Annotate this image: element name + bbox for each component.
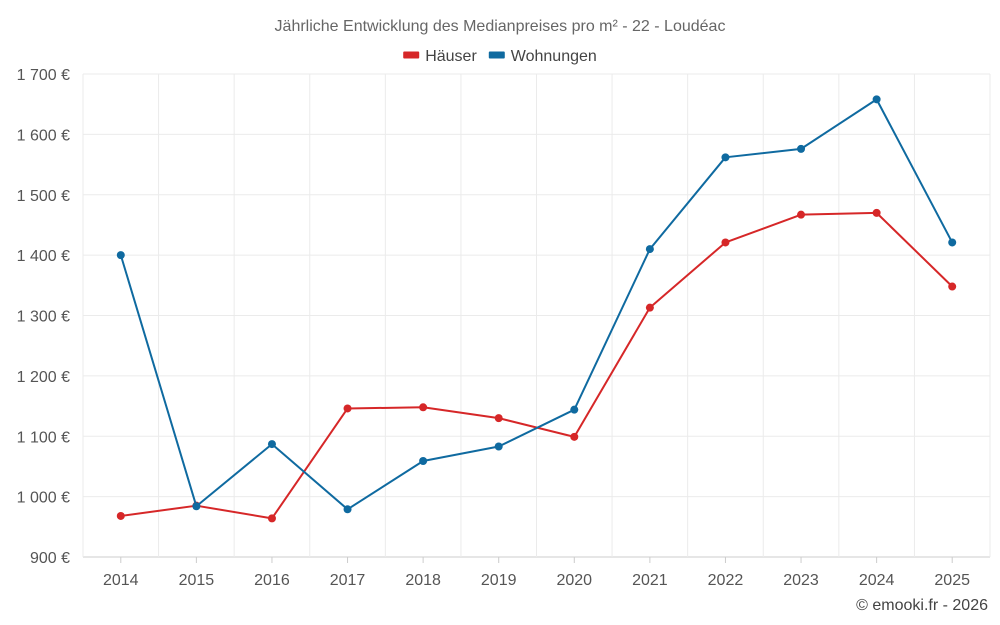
- data-point-haeuser[interactable]: [721, 238, 730, 247]
- legend-swatch[interactable]: [403, 51, 420, 59]
- data-point-haeuser[interactable]: [948, 282, 957, 291]
- data-point-haeuser[interactable]: [116, 511, 125, 520]
- y-tick-label: 1 500 €: [17, 188, 70, 205]
- y-tick-label: 900 €: [30, 550, 70, 567]
- x-tick-label: 2015: [179, 572, 215, 589]
- y-axis: 900 € 1 000 € 1 100 € 1 200 € 1 300 € 1 400 €…: [17, 67, 70, 567]
- data-point-wohnungen[interactable]: [267, 440, 276, 449]
- grid: [82, 73, 991, 558]
- x-axis: 2014 2015 2016 2017 2018 2019 2020 2021 2022 2023…: [103, 557, 970, 589]
- x-tick-label: 2024: [859, 572, 895, 589]
- data-point-haeuser[interactable]: [267, 514, 276, 523]
- data-point-haeuser[interactable]: [494, 414, 503, 423]
- legend-label: Wohnungen: [511, 48, 597, 65]
- x-tick-label: 2021: [632, 572, 668, 589]
- data-point-wohnungen[interactable]: [645, 245, 654, 254]
- x-tick-label: 2020: [556, 572, 592, 589]
- data-point-haeuser[interactable]: [419, 403, 428, 412]
- data-point-wohnungen[interactable]: [419, 457, 428, 466]
- data-point-wohnungen[interactable]: [948, 238, 957, 247]
- data-point-haeuser[interactable]: [797, 210, 806, 219]
- data-point-wohnungen[interactable]: [872, 95, 881, 104]
- data-point-wohnungen[interactable]: [494, 442, 503, 451]
- legend: Häuser Wohnungen: [403, 48, 597, 65]
- legend-swatch[interactable]: [488, 51, 505, 59]
- data-point-wohnungen[interactable]: [116, 251, 125, 260]
- series-wohnungen: [116, 95, 957, 514]
- x-tick-label: 2017: [330, 572, 366, 589]
- x-tick-label: 2018: [405, 572, 441, 589]
- y-tick-label: 1 100 €: [17, 429, 70, 446]
- data-point-haeuser[interactable]: [343, 404, 352, 413]
- x-tick-label: 2025: [934, 572, 970, 589]
- data-point-wohnungen[interactable]: [797, 144, 806, 153]
- data-point-haeuser[interactable]: [645, 303, 654, 312]
- data-point-wohnungen[interactable]: [721, 153, 730, 162]
- x-tick-label: 2023: [783, 572, 819, 589]
- series: [116, 95, 957, 523]
- x-tick-label: 2022: [708, 572, 744, 589]
- data-point-wohnungen[interactable]: [343, 505, 352, 514]
- y-tick-label: 1 000 €: [17, 490, 70, 507]
- credit-text: © emooki.fr - 2026: [856, 597, 988, 614]
- x-tick-label: 2016: [254, 572, 290, 589]
- chart-title: Jährliche Entwicklung des Medianpreises …: [275, 18, 726, 35]
- y-tick-label: 1 200 €: [17, 369, 70, 386]
- data-point-haeuser[interactable]: [872, 208, 881, 217]
- data-point-haeuser[interactable]: [570, 432, 579, 441]
- x-tick-label: 2014: [103, 572, 139, 589]
- y-tick-label: 1 400 €: [17, 248, 70, 265]
- data-point-wohnungen[interactable]: [192, 502, 201, 511]
- legend-label: Häuser: [425, 48, 477, 65]
- y-tick-label: 1 600 €: [17, 127, 70, 144]
- y-tick-label: 1 300 €: [17, 309, 70, 326]
- y-tick-label: 1 700 €: [17, 67, 70, 84]
- series-line-wohnungen: [119, 98, 954, 511]
- x-tick-label: 2019: [481, 572, 517, 589]
- data-point-wohnungen[interactable]: [570, 405, 579, 414]
